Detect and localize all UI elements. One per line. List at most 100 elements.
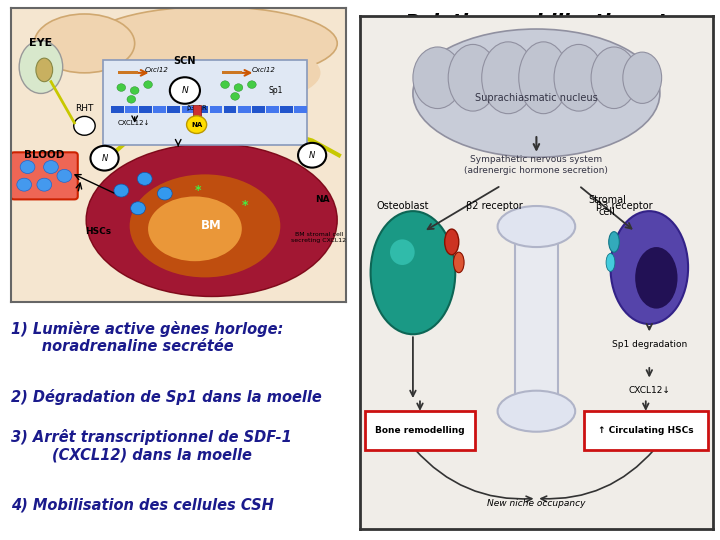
Ellipse shape — [606, 253, 615, 272]
Text: SCN: SCN — [174, 56, 196, 66]
Ellipse shape — [623, 52, 662, 103]
Circle shape — [221, 81, 230, 89]
Ellipse shape — [448, 44, 498, 111]
Ellipse shape — [498, 206, 575, 247]
Circle shape — [114, 184, 129, 197]
Circle shape — [138, 172, 152, 185]
Ellipse shape — [413, 29, 660, 157]
Text: NA: NA — [191, 122, 202, 127]
Bar — [210, 106, 222, 112]
Bar — [280, 106, 293, 112]
Circle shape — [20, 160, 35, 173]
Circle shape — [44, 160, 58, 173]
Text: BLOOD: BLOOD — [24, 150, 65, 160]
Ellipse shape — [482, 42, 535, 114]
Bar — [181, 106, 194, 112]
Text: Stromal
cell: Stromal cell — [588, 195, 626, 217]
Bar — [118, 71, 138, 75]
Ellipse shape — [148, 197, 242, 261]
Circle shape — [117, 84, 125, 91]
Text: Cxcl12: Cxcl12 — [252, 67, 276, 73]
Text: *: * — [195, 184, 202, 197]
Text: New niche occupancy: New niche occupancy — [487, 499, 585, 508]
Ellipse shape — [445, 229, 459, 255]
Text: N: N — [181, 86, 188, 95]
Circle shape — [186, 116, 207, 133]
FancyBboxPatch shape — [584, 411, 708, 450]
Circle shape — [635, 247, 678, 308]
Text: *: * — [242, 199, 248, 212]
FancyBboxPatch shape — [11, 152, 78, 199]
Bar — [111, 106, 124, 112]
Bar — [222, 71, 242, 75]
Bar — [196, 106, 208, 112]
Text: N: N — [309, 151, 315, 160]
Bar — [153, 106, 166, 112]
Circle shape — [298, 143, 326, 167]
Circle shape — [170, 77, 200, 104]
Circle shape — [17, 178, 32, 191]
Circle shape — [127, 96, 135, 103]
Bar — [238, 106, 251, 112]
Ellipse shape — [454, 252, 464, 273]
Circle shape — [130, 87, 139, 94]
Bar — [294, 106, 307, 112]
Ellipse shape — [86, 144, 337, 296]
Text: CXCL12↓: CXCL12↓ — [118, 120, 150, 126]
Bar — [224, 106, 236, 112]
Text: β2 receptor: β2 receptor — [466, 201, 523, 211]
Text: BM stromal cell
secreting CXCL12: BM stromal cell secreting CXCL12 — [292, 232, 346, 243]
FancyBboxPatch shape — [365, 411, 474, 450]
Ellipse shape — [19, 40, 63, 93]
Circle shape — [57, 170, 72, 183]
Ellipse shape — [608, 232, 619, 252]
Text: Sp1 degradation: Sp1 degradation — [612, 340, 687, 349]
Bar — [125, 106, 138, 112]
Text: 3) Arrêt transcriptionnel de SDF-1
        (CXCL12) dans la moelle: 3) Arrêt transcriptionnel de SDF-1 (CXCL… — [11, 429, 292, 462]
Bar — [168, 106, 180, 112]
Circle shape — [130, 202, 145, 215]
Text: Osteoblast: Osteoblast — [376, 201, 428, 211]
Circle shape — [144, 81, 153, 89]
Text: RHT: RHT — [76, 104, 94, 113]
Ellipse shape — [554, 44, 603, 111]
Circle shape — [91, 146, 119, 171]
Text: CXCL12↓: CXCL12↓ — [629, 386, 670, 395]
Circle shape — [158, 187, 172, 200]
Circle shape — [73, 117, 95, 135]
Bar — [516, 237, 557, 401]
Circle shape — [248, 81, 256, 89]
Circle shape — [231, 92, 240, 100]
Ellipse shape — [136, 40, 320, 105]
Bar — [192, 105, 201, 117]
Ellipse shape — [498, 390, 575, 432]
FancyBboxPatch shape — [103, 59, 307, 145]
Text: ↑ Circulating HSCs: ↑ Circulating HSCs — [598, 426, 693, 435]
Ellipse shape — [130, 174, 280, 278]
Ellipse shape — [36, 58, 53, 82]
Ellipse shape — [390, 239, 415, 265]
Bar — [140, 106, 152, 112]
Ellipse shape — [413, 47, 462, 109]
Text: 4) Mobilisation des cellules CSH: 4) Mobilisation des cellules CSH — [11, 497, 274, 512]
Ellipse shape — [518, 42, 568, 114]
Text: HSCs: HSCs — [85, 227, 111, 237]
Text: Sp1: Sp1 — [268, 86, 282, 95]
Text: NA: NA — [315, 195, 330, 204]
Ellipse shape — [35, 14, 135, 73]
Ellipse shape — [591, 47, 637, 109]
Bar — [266, 106, 279, 112]
Text: N: N — [102, 154, 108, 163]
Text: β3 receptor: β3 receptor — [596, 201, 653, 211]
Circle shape — [37, 178, 52, 191]
Ellipse shape — [86, 6, 337, 80]
Text: Sympathetic nervous system
(adrenergic hormone secretion): Sympathetic nervous system (adrenergic h… — [464, 156, 608, 174]
Text: Cxcl12: Cxcl12 — [145, 67, 168, 73]
Circle shape — [234, 84, 243, 91]
Text: 1) Lumière active gènes horloge:
      noradrenaline secrétée: 1) Lumière active gènes horloge: noradre… — [11, 321, 283, 354]
Text: BM: BM — [202, 219, 222, 232]
Text: Relation mobilisation et
remodelage osseux: Relation mobilisation et remodelage osse… — [405, 14, 667, 55]
Text: Suprachiasmatic nucleus: Suprachiasmatic nucleus — [475, 93, 598, 103]
Text: Bone remodelling: Bone remodelling — [375, 426, 465, 435]
Circle shape — [611, 211, 688, 324]
